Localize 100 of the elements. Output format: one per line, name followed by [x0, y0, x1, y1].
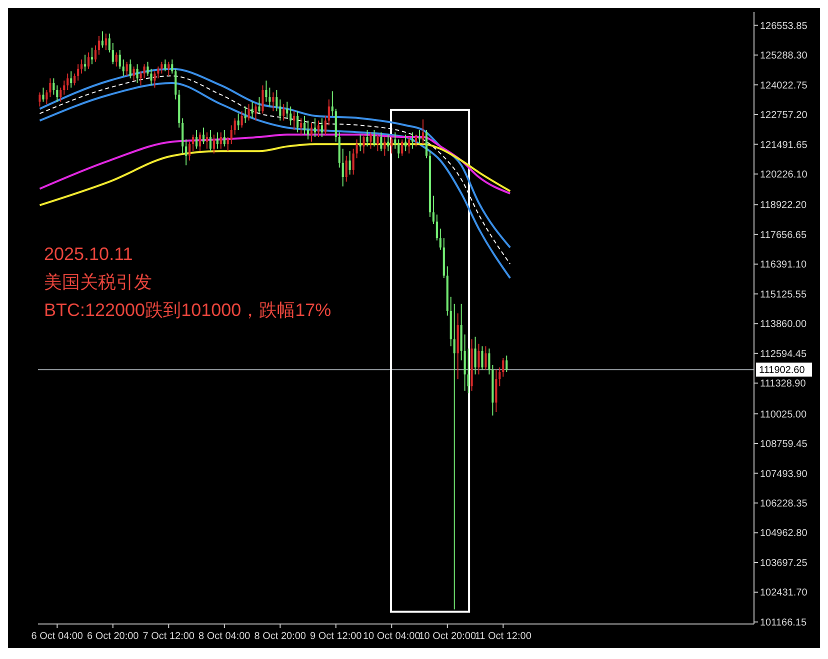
candlestick — [202, 127, 205, 145]
candlestick — [286, 101, 288, 119]
candlestick — [90, 47, 94, 65]
x-tick-label: 6 Oct 04:00 — [31, 631, 84, 642]
candlestick — [237, 113, 240, 130]
candlestick — [230, 124, 232, 145]
x-tick-label: 6 Oct 20:00 — [87, 631, 140, 642]
candlestick — [359, 134, 362, 152]
candlestick — [481, 346, 484, 370]
y-tick-label: 120226.10 — [760, 170, 808, 181]
annotation: 美国关税引发 — [44, 272, 152, 292]
candlestick — [439, 228, 442, 250]
candlestick — [60, 87, 62, 102]
candlestick — [192, 134, 194, 152]
candlestick — [188, 141, 191, 162]
y-tick-label: 126553.85 — [760, 20, 808, 32]
candlestick — [272, 92, 274, 112]
y-tick-label: 106228.35 — [760, 498, 808, 510]
y-tick-label: 108759.45 — [760, 439, 808, 450]
candlestick — [436, 214, 438, 241]
candlestick — [282, 104, 285, 122]
candlestick — [484, 346, 487, 370]
y-tick-label: 115125.55 — [760, 289, 807, 300]
candlestick — [212, 134, 215, 154]
candlestick — [262, 84, 264, 114]
candlestick — [401, 138, 404, 156]
candlestick — [168, 61, 170, 76]
candlestick — [122, 58, 124, 76]
candlestick — [140, 70, 142, 86]
candlestick — [296, 110, 299, 133]
candlestick — [126, 61, 128, 76]
candlestick — [324, 115, 326, 136]
candlestick — [384, 136, 386, 156]
candlestick — [240, 110, 243, 128]
annotation: BTC:122000跌到101000，跌幅17% — [44, 300, 332, 320]
candlestick — [345, 155, 348, 182]
y-tick-label: 110025.00 — [760, 409, 807, 420]
y-tick-label: 117656.65 — [760, 230, 807, 241]
annotation: 2025.10.11 — [44, 244, 133, 264]
candlestick — [66, 73, 69, 91]
candlestick — [474, 336, 476, 375]
y-tick-label: 125288.30 — [760, 50, 808, 62]
x-tick-label: 10 Oct 20:00 — [418, 631, 476, 642]
candlestick — [98, 35, 100, 56]
y-tick-label: 116391.10 — [760, 260, 807, 271]
candlestick — [112, 42, 114, 65]
candlestick — [160, 61, 163, 74]
candlestick — [118, 50, 121, 70]
candlestick — [101, 30, 104, 48]
line-series — [38, 143, 512, 206]
candlestick — [394, 132, 396, 150]
candlestick — [132, 66, 135, 82]
candlestick — [268, 87, 271, 107]
candlestick — [495, 369, 498, 413]
candlestick — [258, 96, 260, 114]
candlestick — [276, 90, 278, 112]
candlestick — [154, 70, 156, 88]
candlestick — [478, 343, 480, 375]
y-tick-label: 122757.20 — [760, 110, 808, 122]
candlestick — [290, 106, 292, 126]
y-tick-label: 101166.15 — [760, 617, 807, 628]
candlestick — [432, 195, 434, 224]
candlestick — [352, 148, 354, 176]
candlestick — [293, 110, 296, 130]
candlestick — [366, 129, 368, 147]
candlestick — [248, 104, 250, 122]
candlestick — [220, 132, 222, 150]
candlestick — [265, 80, 268, 102]
candlestick — [408, 136, 410, 154]
x-tick-label: 8 Oct 04:00 — [198, 631, 251, 642]
candlestick — [164, 58, 166, 72]
candlestick — [422, 118, 424, 145]
candlestick — [209, 129, 212, 152]
candlestick — [251, 101, 254, 119]
candlestick — [467, 348, 470, 394]
candlestick — [171, 58, 174, 74]
candlestick — [320, 118, 324, 138]
x-tick-label: 10 Oct 04:00 — [363, 631, 421, 642]
candlestick — [370, 132, 372, 150]
candlestick — [74, 73, 76, 86]
candlestick — [94, 44, 97, 62]
x-tick-label: 7 Oct 12:00 — [142, 631, 195, 642]
candlestick — [502, 357, 504, 378]
candlestick — [182, 118, 184, 154]
y-tick-label: 104962.80 — [760, 528, 808, 540]
candlestick — [328, 98, 330, 126]
y-tick-label: 113860.00 — [760, 319, 807, 330]
candlestick — [376, 134, 379, 152]
x-tick-label: 11 Oct 12:00 — [474, 631, 532, 642]
y-tick-label: 102431.70 — [760, 588, 808, 599]
candlestick — [136, 64, 138, 84]
y-tick-label: 107493.90 — [760, 468, 808, 480]
candlestick — [84, 54, 86, 72]
candlestick — [380, 132, 382, 152]
candlestick — [306, 120, 310, 140]
candlestick — [42, 87, 44, 102]
candlestick — [279, 98, 282, 122]
candlestick — [331, 90, 334, 116]
candlestick — [195, 129, 198, 150]
candlestick — [398, 138, 400, 159]
